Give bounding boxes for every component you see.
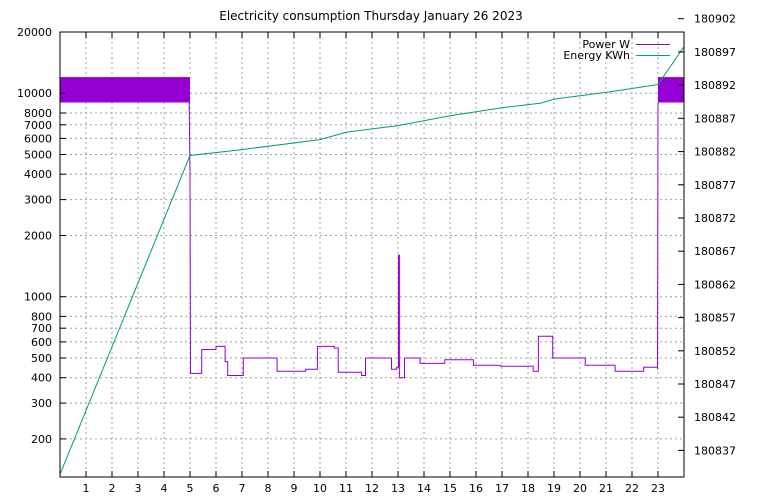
- y-tick-label: 800: [31, 310, 52, 323]
- power-series-line: [188, 102, 659, 379]
- x-tick-label: 5: [187, 482, 194, 495]
- x-tick-label: 15: [443, 482, 457, 495]
- y2-tick-label: 180902: [694, 13, 736, 26]
- x-tick-label: 4: [161, 482, 168, 495]
- x-tick-label: 23: [651, 482, 665, 495]
- y2-tick-label: 180897: [694, 46, 736, 59]
- power-dense-band: [60, 77, 190, 103]
- y2-tick-label: 180857: [694, 312, 736, 325]
- y-tick-label: 500: [31, 352, 52, 365]
- x-tick-label: 21: [599, 482, 613, 495]
- y2-tick-label: 180862: [694, 278, 736, 291]
- y-tick-label: 1000: [24, 291, 52, 304]
- y2-tick-label: 180892: [694, 79, 736, 92]
- x-tick-label: 12: [365, 482, 379, 495]
- legend-label-energy: Energy KWh: [563, 49, 630, 62]
- y-tick-label: 4000: [24, 168, 52, 181]
- y-tick-label: 3000: [24, 194, 52, 207]
- energy-series-line: [59, 46, 685, 475]
- x-tick-label: 22: [625, 482, 639, 495]
- y-tick-label: 6000: [24, 132, 52, 145]
- y-tick-label: 300: [31, 397, 52, 410]
- y-tick-label: 10000: [17, 87, 52, 100]
- x-tick-label: 7: [239, 482, 246, 495]
- x-tick-label: 10: [313, 482, 327, 495]
- series-layer: [59, 46, 685, 475]
- x-tick-label: 11: [339, 482, 353, 495]
- y-tick-label: 5000: [24, 149, 52, 162]
- x-tick-label: 1: [83, 482, 90, 495]
- y2-tick-label: 180867: [694, 245, 736, 258]
- y-tick-label: 7000: [24, 119, 52, 132]
- tick-layer: 1 2 3 4 5 6 7 8 9 10 11 12 13 14 15 16 17 18 19 20 21 22 23200…: [17, 13, 736, 495]
- x-tick-label: 14: [417, 482, 431, 495]
- y-tick-label: 600: [31, 336, 52, 349]
- x-tick-label: 19: [547, 482, 561, 495]
- y-tick-label: 400: [31, 372, 52, 385]
- y2-tick-label: 180887: [694, 112, 736, 125]
- x-tick-label: 20: [573, 482, 587, 495]
- y-tick-label: 2000: [24, 230, 52, 243]
- x-tick-label: 18: [521, 482, 535, 495]
- power-dense-band: [658, 77, 684, 103]
- y2-tick-label: 180877: [694, 179, 736, 192]
- x-tick-label: 16: [469, 482, 483, 495]
- x-tick-label: 6: [213, 482, 220, 495]
- chart-title: Electricity consumption Thursday January…: [219, 9, 522, 23]
- x-tick-label: 2: [109, 482, 116, 495]
- y2-tick-label: 180872: [694, 212, 736, 225]
- x-tick-label: 9: [291, 482, 298, 495]
- y2-tick-label: 180842: [694, 411, 736, 424]
- y2-tick-label: 180882: [694, 146, 736, 159]
- y-tick-label: 700: [31, 322, 52, 335]
- legend-label-power: Power W: [582, 38, 630, 51]
- x-tick-label: 17: [495, 482, 509, 495]
- y-tick-label: 8000: [24, 107, 52, 120]
- y-tick-label: 20000: [17, 26, 52, 39]
- y2-tick-label: 180847: [694, 378, 736, 391]
- x-tick-label: 3: [135, 482, 142, 495]
- y2-tick-label: 180852: [694, 345, 736, 358]
- y-tick-label: 200: [31, 433, 52, 446]
- legend: Power W Energy KWh: [563, 38, 670, 62]
- x-tick-label: 8: [265, 482, 272, 495]
- y2-tick-label: 180837: [694, 444, 736, 457]
- x-tick-label: 13: [391, 482, 405, 495]
